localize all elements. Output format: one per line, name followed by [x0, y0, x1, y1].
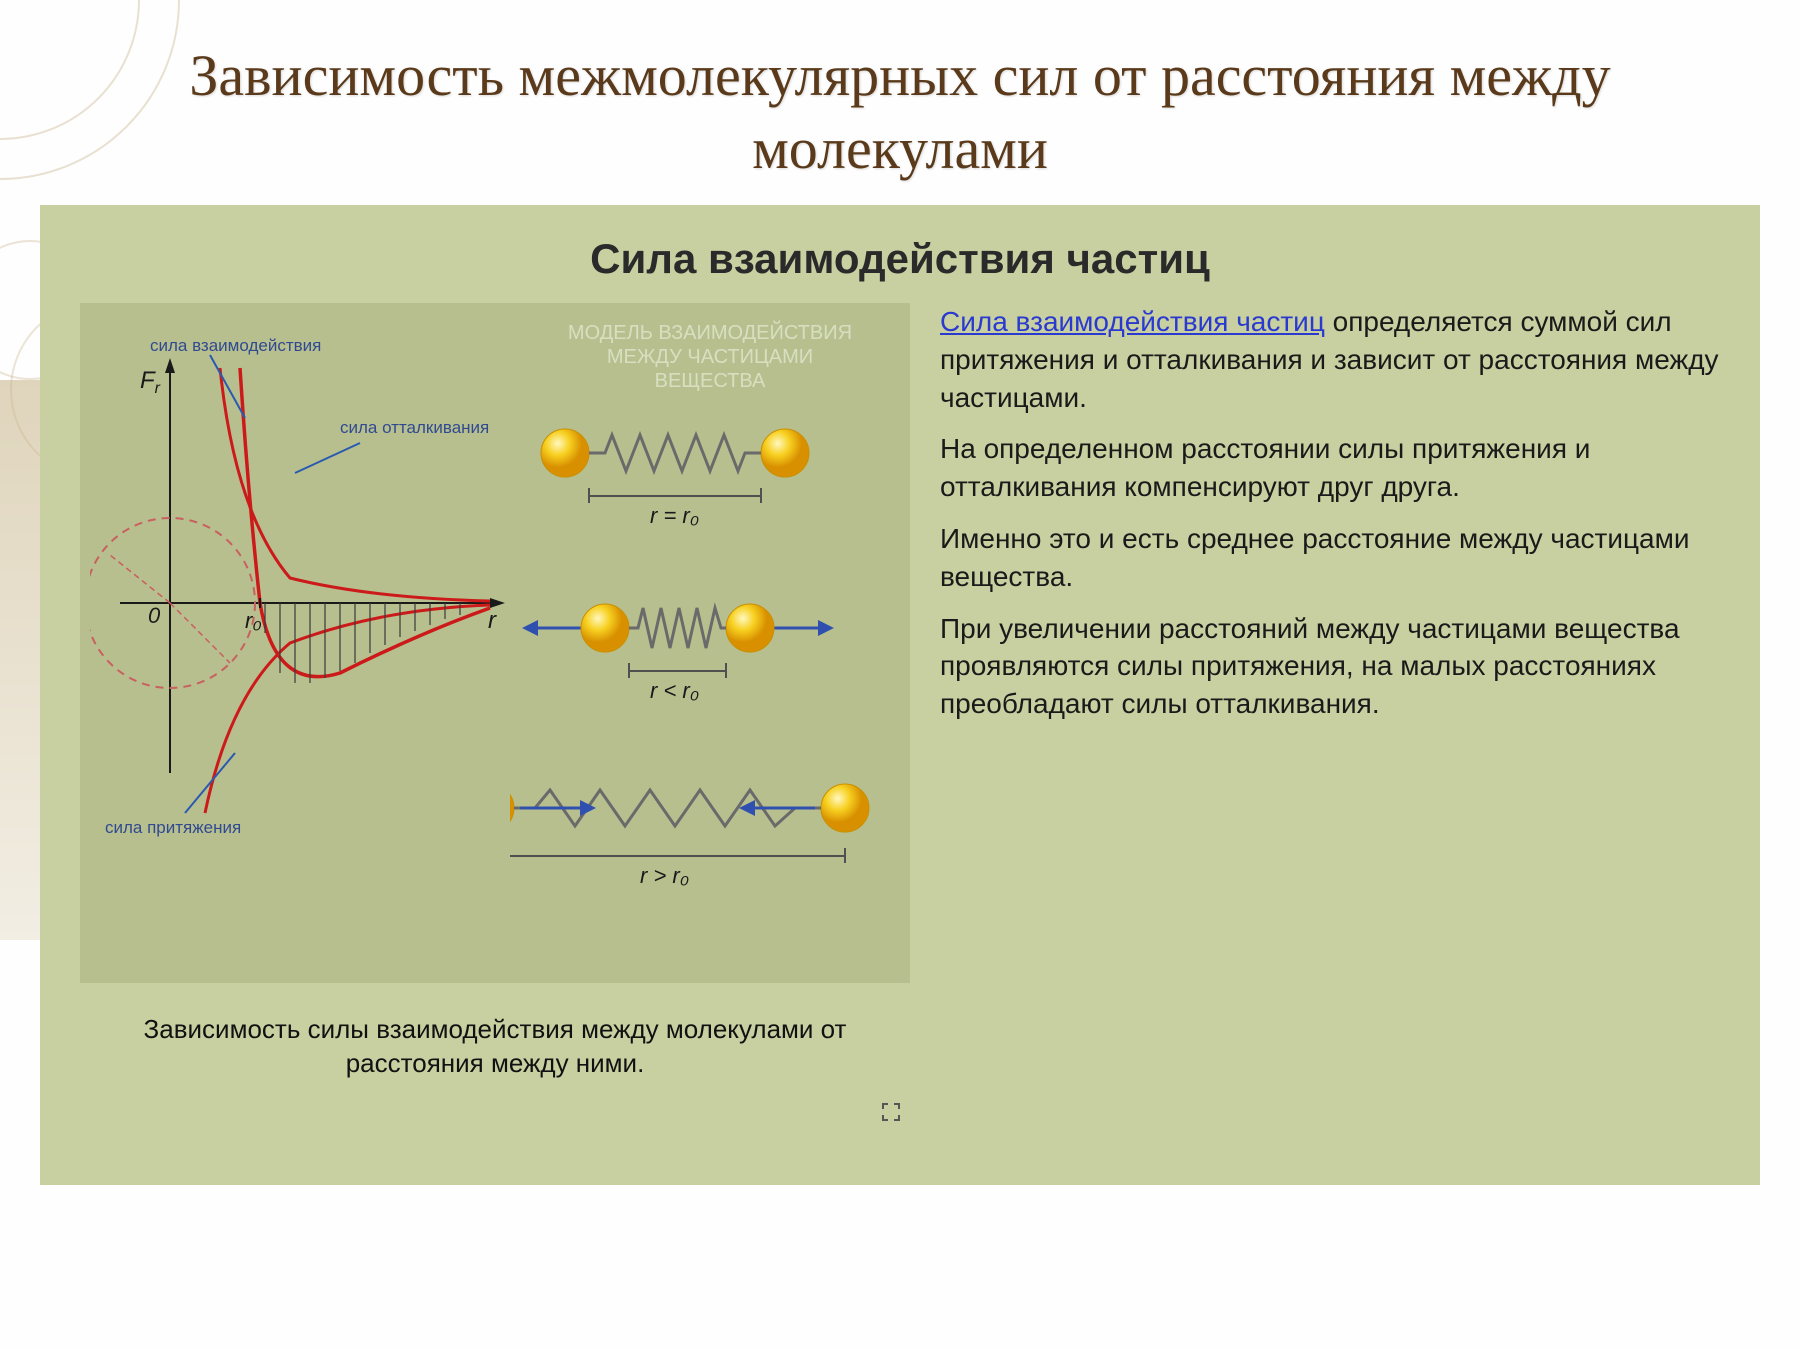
panel-subtitle: Сила взаимодействия частиц: [80, 235, 1720, 283]
x-axis-label: r: [488, 607, 497, 634]
spring-models: r = r₀ r < r₀: [510, 393, 910, 953]
expand-icon[interactable]: [882, 1103, 900, 1121]
paragraph-1: Сила взаимодействия частиц определяется …: [940, 303, 1720, 416]
spring-row-2: r < r₀: [522, 604, 834, 703]
content-panel: Сила взаимодействия частиц МОДЕЛЬ ВЗАИМО…: [40, 205, 1760, 1185]
paragraph-2: На определенном расстоянии силы притяжен…: [940, 430, 1720, 506]
page-title: Зависимость межмолекулярных сил от расст…: [0, 0, 1800, 205]
svg-text:r = r₀: r = r₀: [650, 503, 699, 528]
y-axis-label: Fr: [140, 367, 161, 397]
diagram-box: МОДЕЛЬ ВЗАИМОДЕЙСТВИЯ МЕЖДУ ЧАСТИЦАМИ ВЕ…: [80, 303, 910, 983]
callout-repulsion: [295, 443, 360, 473]
repulsion-curve: [220, 368, 490, 601]
callout-attraction: [185, 753, 235, 813]
interaction-curve: [240, 368, 490, 677]
origin-label: 0: [148, 603, 161, 628]
link-interaction-force[interactable]: Сила взаимодействия частиц: [940, 306, 1325, 337]
diagram-caption: Зависимость силы взаимодействия между мо…: [80, 1013, 910, 1081]
label-attraction: сила притяжения: [105, 818, 241, 837]
paragraph-3: Именно это и есть среднее расстояние меж…: [940, 520, 1720, 596]
spring-row-1: r = r₀: [541, 429, 809, 528]
content-row: МОДЕЛЬ ВЗАИМОДЕЙСТВИЯ МЕЖДУ ЧАСТИЦАМИ ВЕ…: [80, 303, 1720, 1081]
label-interaction: сила взаимодействия: [150, 336, 321, 355]
model-label-line2: МЕЖДУ ЧАСТИЦАМИ ВЕЩЕСТВА: [607, 346, 813, 392]
force-graph: 0 Fr r r₀: [90, 333, 520, 853]
spring-row-3: r > r₀: [510, 784, 869, 888]
paragraph-4: При увеличении расстояний между частицам…: [940, 610, 1720, 723]
left-column: МОДЕЛЬ ВЗАИМОДЕЙСТВИЯ МЕЖДУ ЧАСТИЦАМИ ВЕ…: [80, 303, 910, 1081]
right-column: Сила взаимодействия частиц определяется …: [940, 303, 1720, 1081]
model-label-line1: МОДЕЛЬ ВЗАИМОДЕЙСТВИЯ: [568, 322, 852, 344]
model-label: МОДЕЛЬ ВЗАИМОДЕЙСТВИЯ МЕЖДУ ЧАСТИЦАМИ ВЕ…: [550, 321, 870, 393]
label-repulsion: сила отталкивания: [340, 418, 489, 437]
svg-text:r > r₀: r > r₀: [640, 863, 689, 888]
svg-text:r < r₀: r < r₀: [650, 678, 699, 703]
